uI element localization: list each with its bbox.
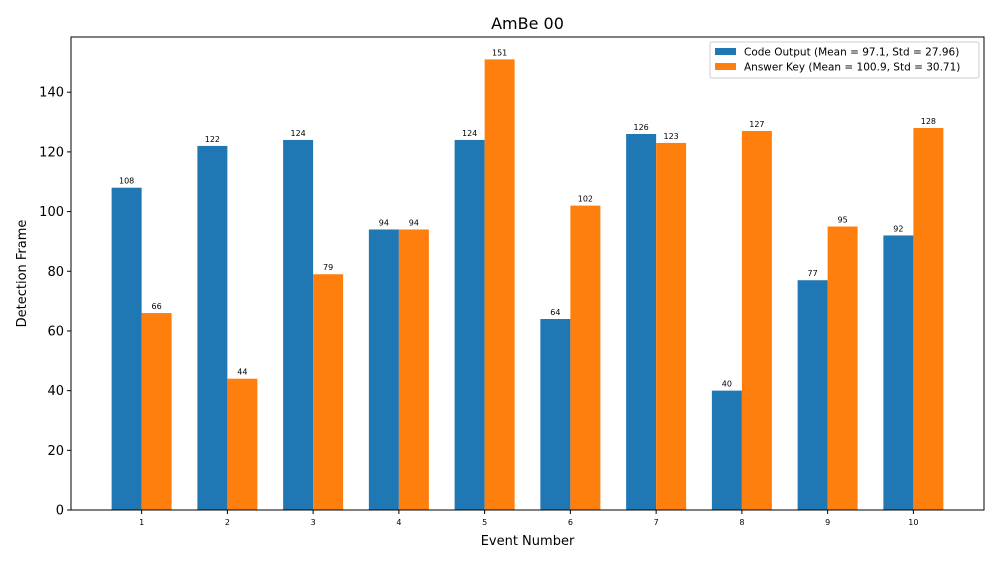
y-tick-label: 40 [47,384,64,399]
y-tick-label: 140 [39,86,64,101]
bar-series-1-event-6 [540,319,571,510]
data-label-series-2-event-5: 151 [492,48,507,57]
y-tick-label: 0 [56,504,64,519]
y-axis-label: Detection Frame [15,220,30,328]
bar-series-2-event-3 [313,274,344,510]
legend-label-series-2: Answer Key (Mean = 100.9, Std = 30.71) [744,62,960,74]
bar-series-2-event-4 [398,229,429,510]
y-tick-label: 20 [47,444,64,459]
legend-swatch-series-2 [715,63,736,70]
bar-series-1-event-9 [797,280,828,510]
bar-series-1-event-5 [454,139,485,510]
y-tick-label: 80 [47,265,64,280]
x-tick-label: 1 [139,518,144,527]
x-tick-label: 5 [482,518,487,527]
x-tick-label: 6 [568,518,573,527]
bar-series-2-event-2 [227,378,258,510]
x-tick-label: 10 [908,518,918,527]
bar-series-1-event-1 [111,187,142,510]
x-tick-label: 9 [825,518,830,527]
y-tick-label: 60 [47,324,64,339]
bar-series-2-event-5 [484,59,515,510]
x-axis-label: Event Number [481,534,575,549]
bar-series-2-event-10 [913,128,944,510]
bar-series-2-event-6 [570,205,601,510]
chart-title: AmBe 00 [491,14,564,33]
data-label-series-1-event-8: 40 [722,380,732,389]
data-label-series-2-event-10: 128 [921,117,936,126]
data-label-series-1-event-1: 108 [119,177,134,186]
legend: Code Output (Mean = 97.1, Std = 27.96) An… [709,41,980,79]
data-label-series-2-event-6: 102 [578,195,593,204]
data-label-series-1-event-2: 122 [205,135,220,144]
data-label-series-1-event-5: 124 [462,129,477,138]
data-label-series-2-event-3: 79 [323,263,333,272]
y-tick-label: 120 [39,145,64,160]
bar-series-2-event-7 [656,142,687,510]
axes-frame [70,36,985,511]
bar-series-2-event-9 [827,226,858,511]
x-tick-label: 2 [225,518,230,527]
legend-swatch-series-1 [715,48,736,55]
bar-series-2-event-8 [741,131,772,510]
data-label-series-1-event-3: 124 [290,129,305,138]
legend-box [709,41,980,79]
data-label-series-2-event-7: 123 [663,132,678,141]
legend-label-series-1: Code Output (Mean = 97.1, Std = 27.96) [744,47,959,59]
x-tick-label: 3 [311,518,316,527]
data-label-series-2-event-9: 95 [838,215,848,224]
x-tick-label: 4 [396,518,401,527]
data-label-series-1-event-10: 92 [893,224,903,233]
bar-series-1-event-2 [197,145,228,510]
bar-series-2-event-1 [141,313,172,510]
x-tick-label: 8 [739,518,744,527]
data-label-series-2-event-4: 94 [409,218,419,227]
bar-series-1-event-7 [626,133,657,511]
y-tick-label: 100 [39,205,64,220]
data-label-series-1-event-9: 77 [808,269,818,278]
bar-series-1-event-10 [883,235,914,510]
data-label-series-2-event-8: 127 [749,120,764,129]
data-label-series-2-event-2: 44 [237,368,247,377]
data-label-series-1-event-6: 64 [550,308,560,317]
bar-series-1-event-4 [368,229,399,510]
data-label-series-1-event-4: 94 [379,218,389,227]
bar-series-1-event-8 [711,390,742,510]
data-label-series-1-event-7: 126 [633,123,648,132]
x-tick-label: 7 [654,518,659,527]
data-label-series-2-event-1: 66 [152,302,162,311]
plot-area: 1081221249412464126407792664479941511021… [39,36,985,527]
bar-series-1-event-3 [283,139,314,510]
